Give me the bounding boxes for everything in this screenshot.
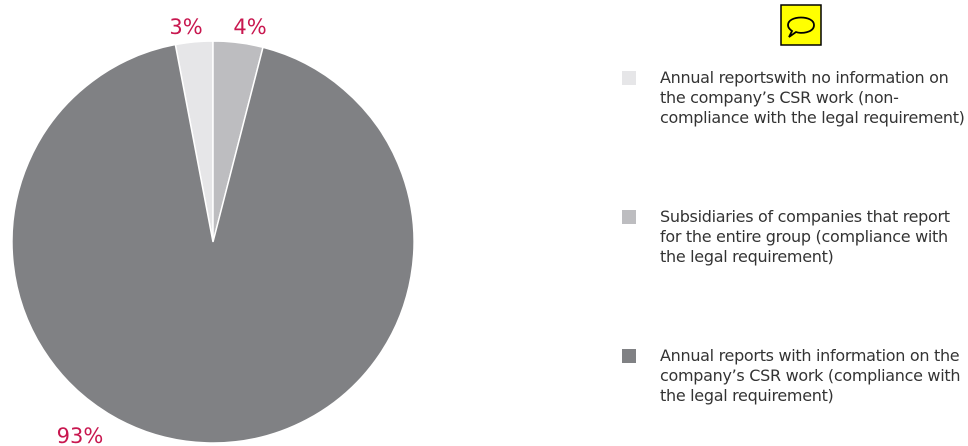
legend-label: Annual reportswith no information on the… xyxy=(660,68,965,127)
slice-label: 93% xyxy=(57,424,104,446)
legend-swatch xyxy=(622,71,636,85)
legend-swatch xyxy=(622,210,636,224)
slice-label: 4% xyxy=(233,15,266,39)
pie-slice xyxy=(11,43,415,444)
slice-label: 3% xyxy=(169,15,202,39)
legend-label: Subsidiaries of companies that report fo… xyxy=(660,207,950,266)
legend-label: Annual reports with information on the c… xyxy=(660,346,961,405)
legend-swatch xyxy=(622,349,636,363)
comment-icon xyxy=(780,4,822,46)
